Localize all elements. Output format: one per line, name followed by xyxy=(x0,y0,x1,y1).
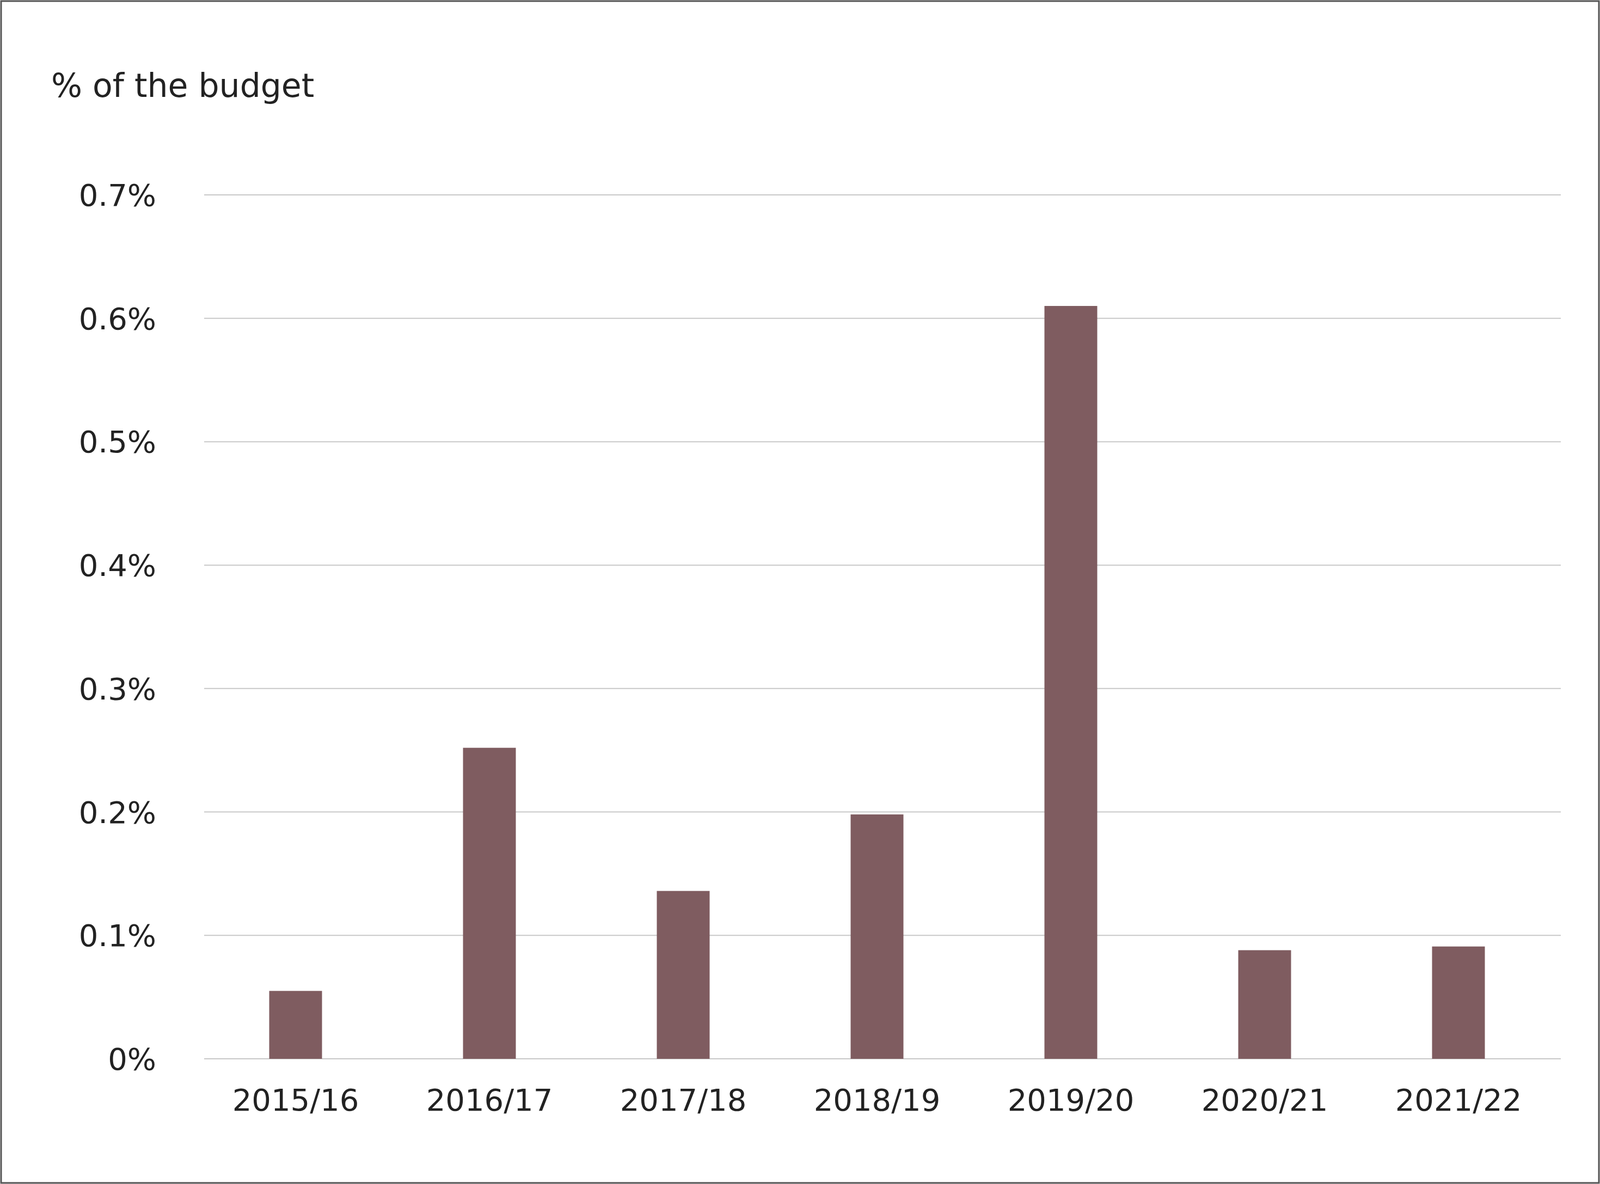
y-tick-label: 0% xyxy=(107,1041,157,1077)
bar xyxy=(1044,305,1098,1059)
x-tick-label: 2021/22 xyxy=(1395,1082,1523,1118)
y-tick-label: 0.1% xyxy=(78,917,157,954)
bar xyxy=(1432,946,1486,1059)
frame xyxy=(1,1,1599,1183)
grid-line xyxy=(204,564,1561,566)
y-tick-label: 0.2% xyxy=(78,794,157,831)
bar xyxy=(657,891,710,1059)
x-tick-label: 2018/19 xyxy=(813,1082,941,1118)
grid-line xyxy=(204,440,1561,443)
y-axis-label: % of the budget xyxy=(51,66,315,105)
x-tick-label: 2015/16 xyxy=(232,1082,360,1118)
x-tick-label: 2016/17 xyxy=(426,1082,554,1118)
grid-line xyxy=(204,688,1561,690)
x-tick-label: 2020/21 xyxy=(1201,1082,1329,1118)
bar xyxy=(463,748,517,1059)
y-tick-label: 0.4% xyxy=(78,547,157,584)
bar xyxy=(269,990,323,1059)
bars xyxy=(269,305,1486,1059)
y-tick-label: 0.5% xyxy=(78,424,157,460)
grid-line xyxy=(204,194,1561,196)
chart: % of the budget 0% 0.1% 0.2% 0.3% 0.4% 0.5% 0.6… xyxy=(0,0,1600,1184)
x-tick-label: 2017/18 xyxy=(620,1082,747,1118)
y-tick-label: 0.3% xyxy=(78,671,157,707)
grid-line xyxy=(204,811,1561,813)
y-tick-label: 0.6% xyxy=(78,301,157,337)
bar xyxy=(850,814,904,1059)
bar xyxy=(1238,949,1292,1059)
grid-line xyxy=(204,317,1561,320)
x-tick-label: 2019/20 xyxy=(1007,1082,1135,1118)
y-tick-label: 0.7% xyxy=(78,177,157,213)
